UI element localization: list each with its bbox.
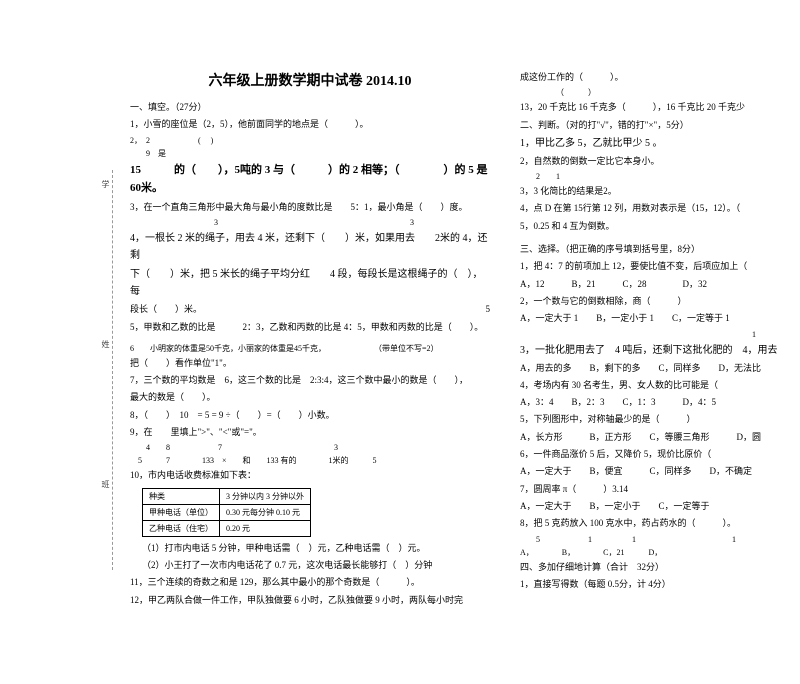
q10-1: （1）打市内电话 5 分钟，甲种电话需（ ）元，乙种电话需（ ）元。 xyxy=(142,541,490,556)
q9b: 4 8 7 3 xyxy=(130,442,490,453)
c8-options: A， B， C，21 D， xyxy=(520,547,800,558)
c5: 5，下列图形中，对称轴最少的是（ ） xyxy=(520,412,800,427)
q4a: 4，一根长 2 米的绳子，用去 4 米，还剩下（ ）米，如果用去 2米的 4，还… xyxy=(130,230,490,264)
q11: 11，三个连续的奇数之和是 129，那么其中最小的那个奇数是（ ）。 xyxy=(130,575,490,590)
q10-2: （2）小王打了一次市内电话花了 0.7 元，这次电话最长能够打（ ）分钟 xyxy=(142,558,490,573)
q7b: 最大的数是（ ）。 xyxy=(130,390,490,405)
r-top2: （ ） xyxy=(520,87,800,98)
q4b: 下（ ）米，把 5 米长的绳子平均分红 4 段，每段长是这根绳子的（ ），每 xyxy=(130,266,490,300)
binding-line xyxy=(112,170,113,570)
q4-1: 1，直接写得数（每题 0.5分，计 4分） xyxy=(520,577,800,592)
c8-row: 5 1 1 1 xyxy=(520,534,800,545)
c3-options: A，用去的多 B，剩下的多 C，同样多 D，无法比 xyxy=(520,361,800,376)
side-label-school: 学 xyxy=(100,180,111,200)
q2-line: 15 的（ ），5吨的 3 与（ ）的 2 相等；（ ）的 5 是60米。 xyxy=(130,161,490,198)
c6-options: A，一定大于 B，便宜 C，同样多 D，不确定 xyxy=(520,464,800,479)
c3a: 1 xyxy=(520,329,800,340)
right-column: 成这份工作的（ ）。 （ ） 13，20 千克比 16 千克多（ ），16 千克… xyxy=(520,70,800,594)
section-1-heading: 一、填空。（27分） xyxy=(130,100,490,115)
c1: 1，把 4：7 的前项加上 12，要使比值不变，后项应加上（ xyxy=(520,259,800,274)
c4: 4，考场内有 30 名考生，男、女人数的比可能是（ xyxy=(520,378,800,393)
j1: 1，甲比乙多 5，乙就比甲少 5 。 xyxy=(520,135,800,152)
side-label-name: 姓 xyxy=(100,340,111,356)
c7-options: A，一定大于 B，一定小于 C，一定等于 xyxy=(520,499,800,514)
c6: 6，一件商品涨价 5 后，又降价 5，现价比原价（ xyxy=(520,447,800,462)
q3-sub: 3 3 xyxy=(142,217,490,228)
q13: 13，20 千克比 16 千克多（ ），16 千克比 20 千克少 xyxy=(520,100,800,115)
q7: 7，三个数的平均数是 6，这三个数的比是 2:3:4，这三个数中最小的数是（ ）… xyxy=(130,373,490,388)
q9: 9，在 里填上">"、"<"或"="。 xyxy=(130,425,490,440)
q3: 3，在一个直角三角形中最大角与最小角的度数比是 5：1，最小角是（ ）度。 xyxy=(130,200,490,215)
q1: 1，小雪的座位是（2，5），他前面同学的地点是（ ）。 xyxy=(130,117,490,132)
fee-r2a: 乙种电话（住宅） xyxy=(143,520,220,536)
q8: 8，（ ） 10 = 5 = 9 ÷（ ）=（ ）小数。 xyxy=(130,408,490,423)
exam-title: 六年级上册数学期中试卷 2014.10 xyxy=(130,70,490,90)
c2: 2，一个数与它的倒数相除，商（ ） xyxy=(520,294,800,309)
q2-frac-bot: 9 是 xyxy=(130,148,490,159)
q9c: 5 7 133 × 和 133 有的 1米的 5 xyxy=(130,455,490,466)
c1-options: A，12 B，21 C，28 D，32 xyxy=(520,277,800,292)
fee-r1b: 0.30 元每分钟 0.10 元 xyxy=(220,504,311,520)
section-2-heading: 二、判断。（对的打"√"，错的打"×"，5分） xyxy=(520,118,800,133)
fee-th-time: 3 分钟以内 3 分钟以外 xyxy=(220,488,311,504)
fee-r2b: 0.20 元 xyxy=(220,520,311,536)
fee-table: 种类 3 分钟以内 3 分钟以外 甲种电话（单位） 0.30 元每分钟 0.10… xyxy=(142,488,311,537)
c7: 7，圆周率 π（ ）3.14 xyxy=(520,482,800,497)
c4-options: A，3：4 B，2：3 C，1：3 D，4：5 xyxy=(520,395,800,410)
q6: 6 小明家的体重是50千克，小丽家的体重是45千克， （带单位不写=2） xyxy=(130,343,490,354)
c3: 3，一批化肥用去了 4 吨后，还剩下这批化肥的 4，用去 xyxy=(520,342,800,359)
j2: 2，自然数的倒数一定比它本身小。 xyxy=(520,154,800,169)
q10: 10，市内电话收费标准如下表： xyxy=(130,468,490,483)
fee-th-type: 种类 xyxy=(143,488,220,504)
left-column: 六年级上册数学期中试卷 2014.10 一、填空。（27分） 1，小雪的座位是（… xyxy=(130,70,490,610)
q2-frac-top: 2， 2 ( ) xyxy=(130,135,490,146)
j4: 4，点 D 在第 15行第 12 列，用数对表示是（15，12）。（ xyxy=(520,201,800,216)
section-3-heading: 三、选择。（把正确的序号填到括号里，8分） xyxy=(520,242,800,257)
j3: 3，3 化简比的结果是2。 xyxy=(520,184,800,199)
q12: 12，甲乙两队合做一件工作，甲队独做要 6 小时，乙队独做要 9 小时，两队每小… xyxy=(130,593,490,608)
side-label-class: 班 xyxy=(100,480,111,496)
q4c: 段长（ ）米。 5 xyxy=(130,302,490,317)
section-4-heading: 四、多加仔细地计算（合计 32分） xyxy=(520,560,800,575)
c2-options: A，一定大于 1 B，一定小于 1 C，一定等于 1 xyxy=(520,311,800,326)
j2b: 2 1 xyxy=(520,171,800,182)
q5: 5，甲数和乙数的比是 2：3，乙数和丙数的比是 4：5，甲数和丙数的比是（ ）。 xyxy=(130,320,490,335)
j5: 5，0.25 和 4 互为倒数。 xyxy=(520,219,800,234)
r-top: 成这份工作的（ ）。 xyxy=(520,70,800,85)
c8: 8，把 5 克药放入 100 克水中，药占药水的（ ）。 xyxy=(520,516,800,531)
q6b: 把（ ）看作单位"1"。 xyxy=(130,356,490,371)
fee-r1a: 甲种电话（单位） xyxy=(143,504,220,520)
c5-options: A，长方形 B，正方形 C，等腰三角形 D，圆 xyxy=(520,430,800,445)
